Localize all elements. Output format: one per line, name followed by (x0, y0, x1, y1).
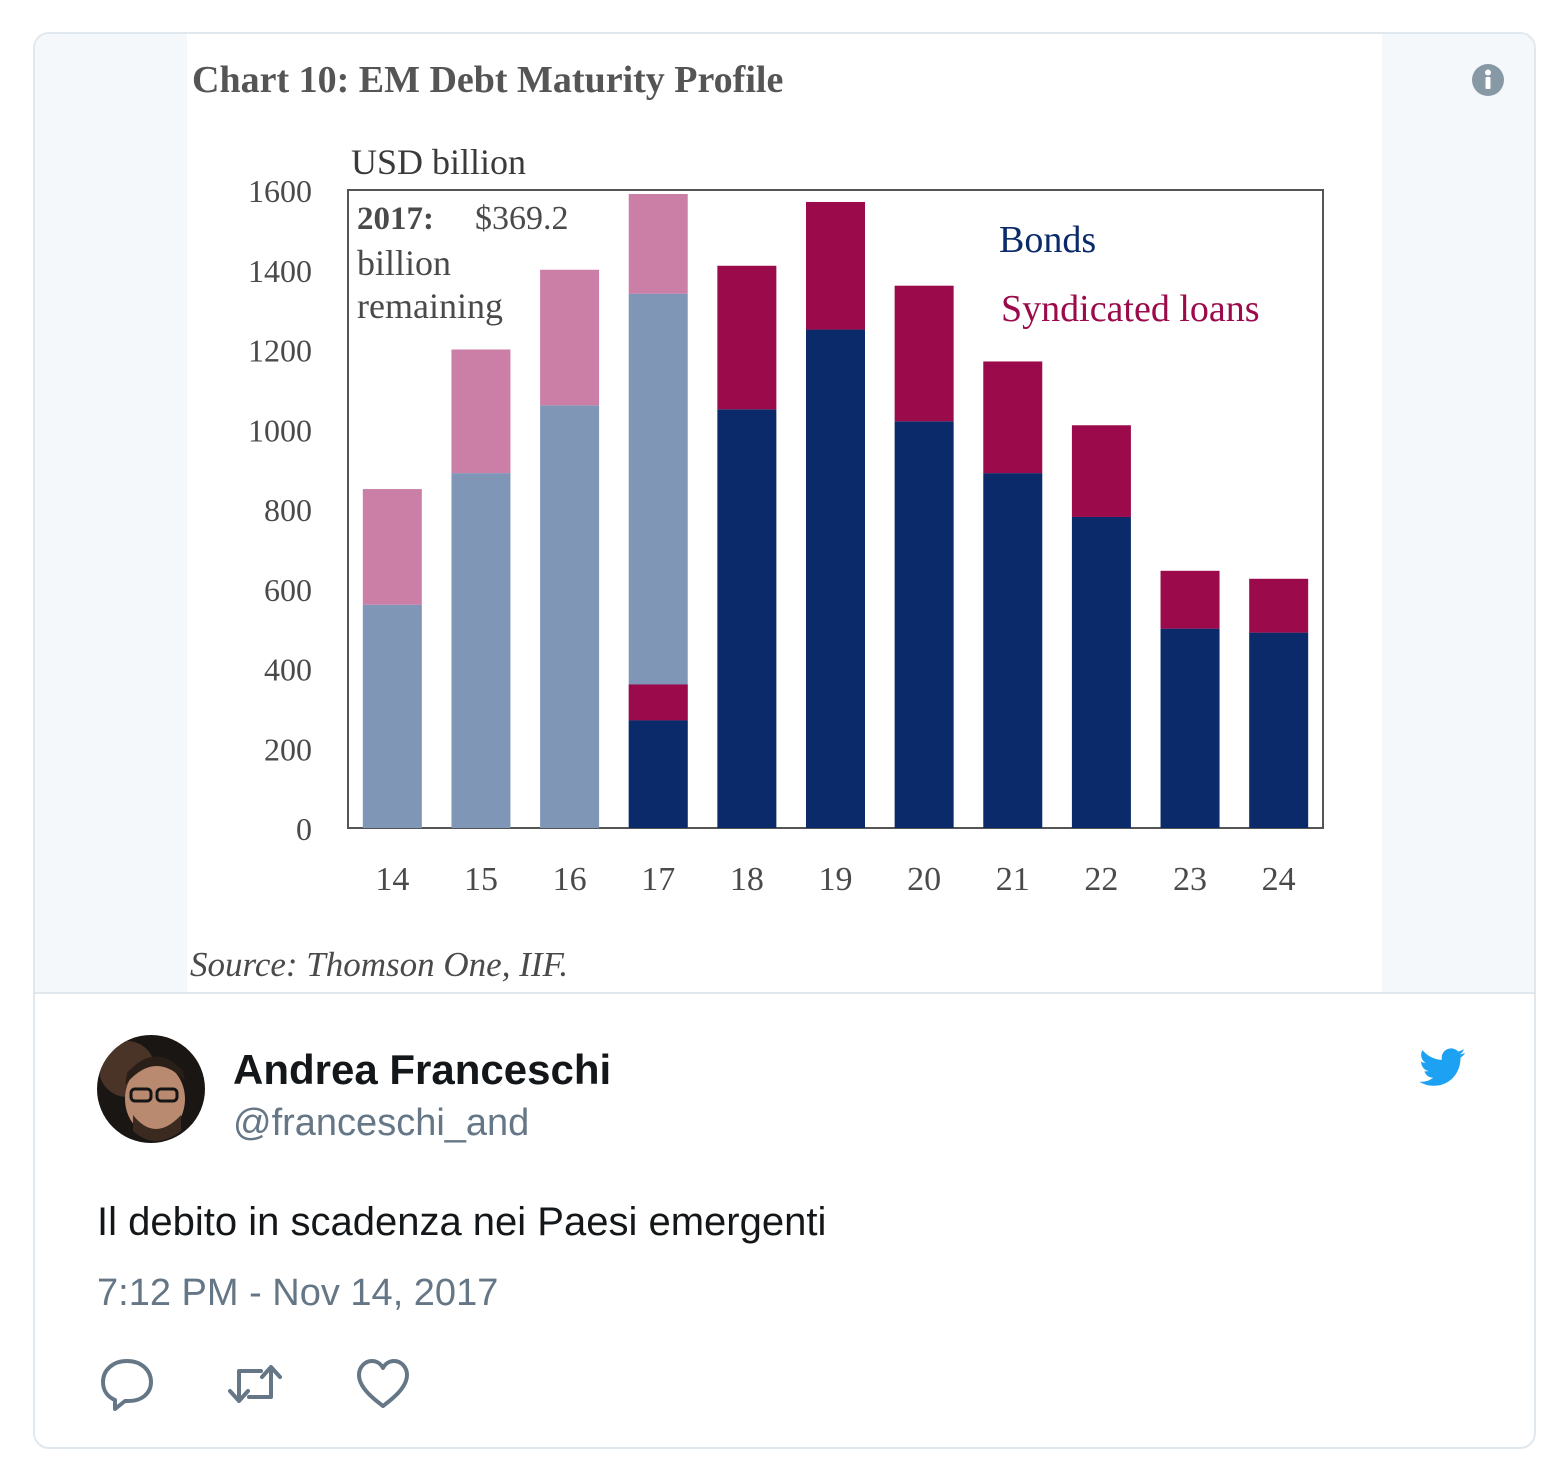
y-tick-label: 800 (264, 492, 312, 528)
bar-bonds (717, 409, 777, 828)
bar-bonds (362, 604, 422, 828)
bar-loans (540, 269, 600, 406)
x-tick-label: 24 (1262, 861, 1296, 898)
bar-loans (451, 349, 511, 474)
annotation-line3: remaining (357, 286, 503, 326)
bar-bonds (1160, 628, 1220, 828)
x-tick-label: 22 (1084, 861, 1118, 898)
author-handle[interactable]: @franceschi_and (233, 1102, 530, 1144)
x-tick-label: 18 (730, 861, 764, 898)
x-tick-label: 23 (1173, 861, 1207, 898)
bar-loans (894, 285, 954, 422)
x-tick-label: 19 (819, 861, 853, 898)
tweet-card: Chart 10: EM Debt Maturity Profile USD b… (33, 32, 1536, 1449)
y-tick-label: 1000 (248, 412, 312, 448)
bar-loans (628, 193, 688, 294)
like-icon[interactable] (353, 1354, 413, 1414)
bar-loans (806, 201, 865, 330)
retweet-icon[interactable] (225, 1354, 285, 1414)
x-tick-label: 15 (464, 861, 498, 898)
media-divider (35, 992, 1534, 994)
y-tick-label: 1600 (248, 173, 312, 209)
x-tick-label: 21 (996, 861, 1030, 898)
chart-title: Chart 10: EM Debt Maturity Profile (192, 59, 783, 101)
bar-bonds (451, 473, 511, 828)
x-tick-label: 16 (553, 861, 587, 898)
info-icon[interactable] (1471, 63, 1505, 97)
chart: Chart 10: EM Debt Maturity Profile USD b… (187, 34, 1382, 992)
bar-loans-remaining (628, 684, 688, 721)
twitter-bird-icon[interactable] (1415, 1044, 1471, 1090)
x-tick-label: 20 (907, 861, 941, 898)
chart-source: Source: Thomson One, IIF. (190, 945, 568, 984)
plot-area: 1600 1400 1200 1000 800 600 400 200 0 14 15 16 17 18 1… (248, 173, 1324, 898)
bar-loans (362, 489, 422, 605)
annotation-line1: $369.2 (475, 200, 569, 237)
tweet-text: Il debito in scadenza nei Paesi emergent… (97, 1200, 827, 1244)
annotation-bold: 2017: (357, 201, 434, 237)
avatar[interactable] (97, 1035, 205, 1143)
avatar-image (97, 1035, 205, 1143)
bar-bonds (1071, 516, 1131, 828)
bar-bonds (806, 329, 865, 828)
bar-bonds (983, 473, 1043, 828)
bar-loans (1071, 425, 1131, 517)
annotation-line2: billion (357, 243, 451, 283)
y-tick-label: 0 (296, 811, 312, 847)
legend-bonds: Bonds (999, 219, 1096, 261)
bar-loans (1160, 570, 1220, 629)
bar-bonds-remaining (628, 720, 688, 828)
tweet-timestamp[interactable]: 7:12 PM - Nov 14, 2017 (97, 1272, 499, 1314)
reply-icon[interactable] (97, 1354, 157, 1414)
bar-loans (983, 361, 1043, 474)
legend-loans: Syndicated loans (1001, 288, 1260, 330)
y-tick-label: 200 (264, 731, 312, 767)
author-name[interactable]: Andrea Franceschi (233, 1046, 612, 1093)
y-tick-label: 1200 (248, 333, 312, 369)
tweet-media[interactable]: Chart 10: EM Debt Maturity Profile USD b… (35, 34, 1534, 992)
bar-bonds (1249, 632, 1309, 828)
bar-loans (717, 265, 777, 410)
y-tick-label: 400 (264, 652, 312, 688)
bar-bonds (540, 405, 600, 828)
x-tick-label: 17 (641, 861, 675, 898)
y-axis-label: USD billion (351, 142, 526, 182)
bar-loans (1249, 578, 1309, 633)
y-tick-label: 600 (264, 572, 312, 608)
x-tick-label: 14 (375, 861, 409, 898)
bar-bonds (894, 421, 954, 828)
y-tick-label: 1400 (248, 253, 312, 289)
